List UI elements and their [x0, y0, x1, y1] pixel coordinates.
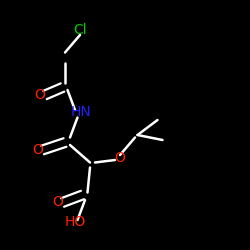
Text: O: O [34, 88, 46, 102]
Text: O: O [114, 150, 126, 164]
Text: HN: HN [71, 106, 92, 120]
Text: O: O [32, 143, 43, 157]
Text: HO: HO [64, 216, 86, 230]
Text: O: O [52, 196, 63, 209]
Text: Cl: Cl [73, 23, 87, 37]
